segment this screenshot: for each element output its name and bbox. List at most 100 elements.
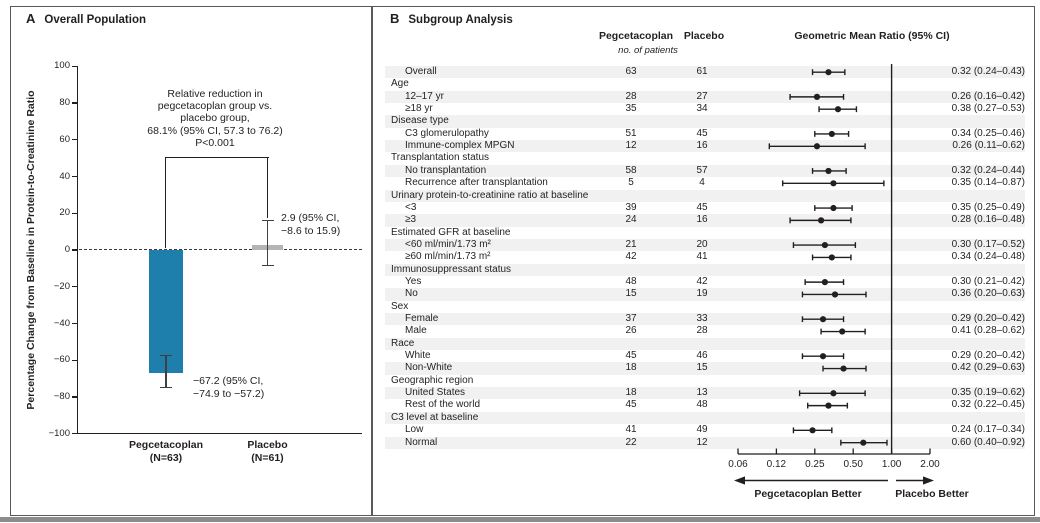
subgroup-label: Low xyxy=(405,424,424,436)
panel-b-name: Subgroup Analysis xyxy=(408,14,513,26)
subgroup-label: Estimated GFR at baseline xyxy=(391,226,511,238)
y-tick-label: −100 xyxy=(48,427,70,439)
subgroup-row: 12–17 yr 28 27 0.26 (0.16–0.42) xyxy=(385,90,1025,104)
panel-a-letter: A xyxy=(26,11,36,26)
subgroup-category-row: Transplantation status xyxy=(385,152,1025,164)
placebo-count: 41 xyxy=(696,251,708,263)
error-bar-cap-bottom xyxy=(261,265,274,267)
subgroup-label: ≥3 xyxy=(405,214,417,226)
placebo-count: 46 xyxy=(696,350,708,362)
subgroup-label: Race xyxy=(391,337,415,349)
y-tick-mark xyxy=(71,175,77,178)
column-header-geometric-mean-ratio: Geometric Mean Ratio (95% CI) xyxy=(794,30,950,42)
subgroup-label: C3 level at baseline xyxy=(391,411,479,423)
ci-text: 0.34 (0.25–0.46) xyxy=(951,127,1025,139)
subgroup-label: Non-White xyxy=(405,362,453,374)
subgroup-label: Age xyxy=(391,78,409,90)
subgroup-row: ≥18 yr 35 34 0.38 (0.27–0.53) xyxy=(385,103,1025,115)
pegcetacoplan-count: 12 xyxy=(625,140,637,152)
zero-reference-line xyxy=(79,249,362,251)
comparison-bracket-top xyxy=(165,157,269,159)
y-tick-mark xyxy=(71,212,77,214)
forest-axis-tick-label: 0.12 xyxy=(766,459,787,470)
forest-axis-tick-label: 2.00 xyxy=(920,459,940,470)
placebo-count: 34 xyxy=(696,103,708,115)
subgroup-label: Transplantation status xyxy=(391,152,490,164)
placebo-count: 28 xyxy=(696,325,708,337)
forest-axis-tick-label: 1.00 xyxy=(881,459,902,470)
error-bar-cap-bottom xyxy=(160,386,172,389)
panel-b-title: B Subgroup Analysis xyxy=(390,11,513,26)
placebo-count: 16 xyxy=(696,214,708,226)
error-bar-line xyxy=(266,220,269,266)
ci-text: 0.26 (0.11–0.62) xyxy=(952,140,1025,152)
ci-text: 0.29 (0.20–0.42) xyxy=(951,313,1025,324)
pegcetacoplan-count: 51 xyxy=(625,127,637,139)
right-arrow-label: Placebo Better xyxy=(895,488,969,500)
comparison-text-line: Relative reduction in xyxy=(167,88,263,100)
pegcetacoplan-count: 48 xyxy=(625,275,637,287)
placebo-count: 57 xyxy=(696,164,708,176)
x-axis-line xyxy=(77,433,362,435)
category-label: Placebo xyxy=(247,439,288,451)
y-tick-mark xyxy=(71,139,77,141)
bar-annotation-pegcetacoplan: −67.2 (95% CI, −74.9 to −57.2) xyxy=(193,375,264,401)
figure-border xyxy=(10,6,1035,516)
comparison-text-line: 68.1% (95% CI, 57.3 to 76.2) xyxy=(147,124,283,137)
subgroup-label: Immunosuppressant status xyxy=(391,263,512,275)
subgroup-row: Low 41 49 0.24 (0.17–0.34) xyxy=(385,424,1025,436)
subgroup-label: Recurrence after transplantation xyxy=(405,177,548,189)
placebo-count: 45 xyxy=(696,201,708,213)
y-tick-label: 40 xyxy=(59,170,70,182)
placebo-count: 33 xyxy=(696,313,708,324)
pegcetacoplan-count: 21 xyxy=(625,238,637,250)
subgroup-label: 12–17 yr xyxy=(405,90,444,102)
pegcetacoplan-count: 15 xyxy=(625,288,637,300)
subgroup-row: C3 glomerulopathy 51 45 0.34 (0.25–0.46) xyxy=(385,128,1025,140)
ci-text: 0.32 (0.24–0.44) xyxy=(951,164,1025,176)
subgroup-row: Female 37 33 0.29 (0.20–0.42) xyxy=(385,313,1025,326)
subgroup-label: No transplantation xyxy=(405,164,487,176)
pegcetacoplan-count: 45 xyxy=(625,399,637,411)
placebo-count: 42 xyxy=(696,275,708,287)
left-arrow-label: Pegcetacoplan Better xyxy=(754,488,862,500)
ci-text: 0.24 (0.17–0.34) xyxy=(951,424,1025,436)
placebo-count: 61 xyxy=(696,66,708,77)
subgroup-category-row: Urinary protein-to-creatinine ratio at b… xyxy=(385,189,1025,202)
subgroup-category-row: Age xyxy=(385,78,1025,90)
placebo-count: 27 xyxy=(696,90,708,102)
category-label: Pegcetacoplan xyxy=(128,439,204,451)
ci-text: 0.42 (0.29–0.63) xyxy=(951,362,1025,374)
subgroup-label: Urinary protein-to-creatinine ratio at b… xyxy=(391,189,589,201)
subgroup-category-row: Estimated GFR at baseline xyxy=(385,227,1025,239)
subgroup-row: <60 ml/min/1.73 m² 21 20 0.30 (0.17–0.52) xyxy=(385,238,1025,252)
panel-b-letter: B xyxy=(390,11,400,26)
ci-text: 0.35 (0.19–0.62) xyxy=(951,387,1025,399)
pegcetacoplan-count: 18 xyxy=(625,362,637,374)
ci-text: 0.35 (0.25–0.49) xyxy=(951,201,1025,213)
subgroup-label: Disease type xyxy=(391,115,449,127)
subgroup-label: Rest of the world xyxy=(405,399,481,411)
placebo-count: 19 xyxy=(696,288,708,300)
pegcetacoplan-count: 35 xyxy=(625,103,637,115)
y-tick-label: −60 xyxy=(53,354,70,366)
ci-text: 0.28 (0.16–0.48) xyxy=(951,214,1025,226)
subgroup-category-row: C3 level at baseline xyxy=(385,411,1025,425)
comparison-bracket-left xyxy=(165,157,167,248)
placebo-count: 13 xyxy=(696,387,708,399)
subgroup-label: ≥60 ml/min/1.73 m² xyxy=(405,251,491,263)
subgroup-category-row: Immunosuppressant status xyxy=(385,263,1025,276)
ci-text: 0.34 (0.24–0.48) xyxy=(951,251,1025,263)
column-header-pegcetacoplan: Pegcetacoplan xyxy=(598,30,674,42)
ci-text: 0.26 (0.16–0.42) xyxy=(951,90,1025,102)
error-bar-line xyxy=(165,355,167,388)
subgroup-row: White 45 46 0.29 (0.20–0.42) xyxy=(385,350,1025,362)
subgroup-label: ≥18 yr xyxy=(405,103,433,115)
annotation-line: −67.2 (95% CI, xyxy=(193,375,264,387)
annotation-line: 2.9 (95% CI, xyxy=(281,212,340,224)
subgroup-row: Yes 48 42 0.30 (0.21–0.42) xyxy=(385,276,1025,288)
subgroup-label: White xyxy=(405,350,431,362)
y-tick-mark xyxy=(71,65,77,67)
placebo-count: 48 xyxy=(696,399,708,411)
subgroup-category-row: Race xyxy=(385,337,1025,351)
